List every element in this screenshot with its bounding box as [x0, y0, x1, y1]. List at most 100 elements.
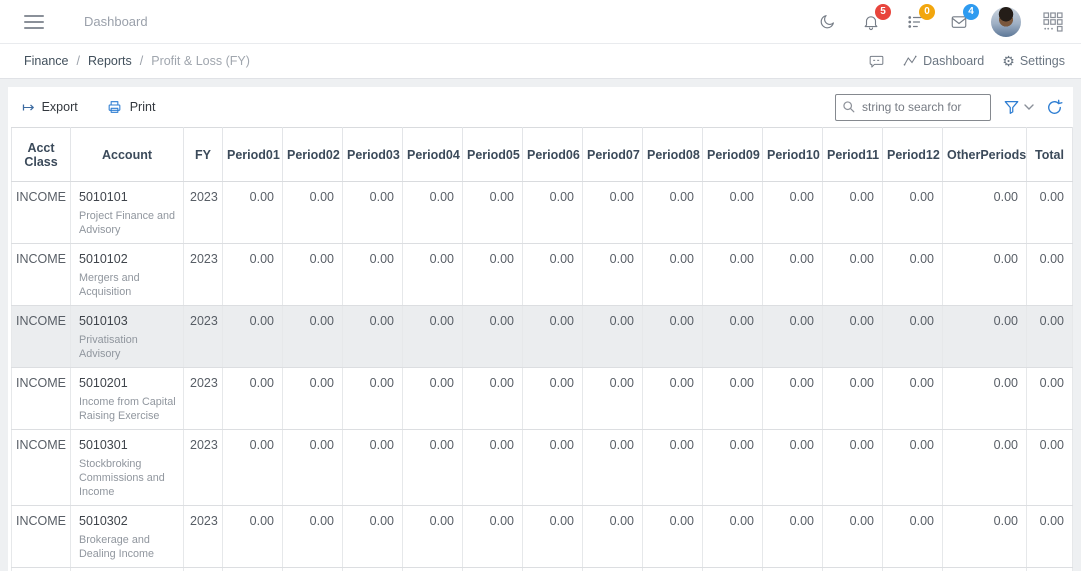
notifications-button[interactable]: 5 — [859, 3, 891, 34]
chevron-down-icon — [1024, 103, 1034, 111]
period09-cell: 0.00 — [702, 567, 763, 571]
account-description: Mergers and Acquisition — [79, 272, 140, 298]
period10-cell: 0.00 — [762, 181, 823, 244]
table-row[interactable]: INCOME 5010103 Privatisation Advisory 20… — [11, 305, 1073, 368]
period10-cell: 0.00 — [762, 367, 823, 430]
column-header[interactable]: Period04 — [402, 127, 463, 182]
period10-cell: 0.00 — [762, 567, 823, 571]
breadcrumb-reports[interactable]: Reports — [87, 54, 132, 68]
column-header[interactable]: FY — [183, 127, 223, 182]
refresh-button[interactable] — [1046, 99, 1063, 116]
table-row[interactable]: INCOME 5010101 Project Finance and Advis… — [11, 181, 1073, 244]
column-header[interactable]: Period08 — [642, 127, 703, 182]
breadcrumb-finance[interactable]: Finance — [24, 54, 69, 68]
dark-mode-toggle[interactable] — [815, 10, 839, 34]
refresh-icon — [1046, 99, 1063, 116]
export-icon: ↦ — [22, 98, 35, 116]
period07-cell: 0.00 — [582, 243, 643, 306]
column-header[interactable]: Period02 — [282, 127, 343, 182]
account-number: 5010102 — [79, 252, 128, 266]
table-row[interactable]: INCOME 5010201 Income from Capital Raisi… — [11, 367, 1073, 430]
fy-cell: 2023 — [183, 567, 223, 571]
period10-cell: 0.00 — [762, 305, 823, 368]
total-cell: 0.00 — [1026, 505, 1073, 568]
search-box — [835, 93, 991, 121]
settings-button[interactable]: ⚙ Settings — [1002, 54, 1065, 68]
acct-class-cell: INCOME — [11, 181, 71, 244]
period05-cell: 0.00 — [462, 367, 523, 430]
column-header[interactable]: Period10 — [762, 127, 823, 182]
search-area — [835, 93, 1063, 121]
tasks-button[interactable]: 0 — [903, 3, 935, 34]
account-number: 5010103 — [79, 314, 128, 328]
total-cell: 0.00 — [1026, 243, 1073, 306]
breadcrumb-actions: Dashboard ⚙ Settings — [868, 53, 1065, 69]
account-cell: 5010103 Privatisation Advisory — [70, 305, 184, 368]
task-list-icon — [906, 13, 924, 31]
mail-button[interactable]: 4 — [947, 3, 979, 34]
mail-icon — [949, 13, 969, 31]
column-header[interactable]: Total — [1026, 127, 1073, 182]
column-header[interactable]: Period05 — [462, 127, 523, 182]
acct-class-cell: INCOME — [11, 305, 71, 368]
table-row[interactable]: INCOME 5010302 Brokerage and Dealing Inc… — [11, 505, 1073, 568]
period06-cell: 0.00 — [522, 505, 583, 568]
other-periods-cell: 0.00 — [942, 567, 1027, 571]
column-header[interactable]: Period06 — [522, 127, 583, 182]
acct-class-cell: INCOME — [11, 567, 71, 571]
period06-cell: 0.00 — [522, 567, 583, 571]
account-description: Project Finance and Advisory — [79, 210, 176, 236]
column-header[interactable]: Account — [70, 127, 184, 182]
fy-cell: 2023 — [183, 367, 223, 430]
column-header[interactable]: Period01 — [222, 127, 283, 182]
table-row[interactable]: INCOME 5010301 Stockbroking Commissions … — [11, 429, 1073, 506]
other-periods-cell: 0.00 — [942, 243, 1027, 306]
column-header[interactable]: Acct Class — [11, 127, 71, 182]
user-avatar[interactable] — [991, 6, 1021, 37]
period01-cell: 0.00 — [222, 181, 283, 244]
period02-cell: 0.00 — [282, 429, 343, 506]
period04-cell: 0.00 — [402, 567, 463, 571]
other-periods-cell: 0.00 — [942, 367, 1027, 430]
period09-cell: 0.00 — [702, 429, 763, 506]
column-header[interactable]: Period11 — [822, 127, 883, 182]
table-row[interactable]: INCOME 5010501 Funds Management Income 2… — [11, 567, 1073, 571]
table-row[interactable]: INCOME 5010102 Mergers and Acquisition 2… — [11, 243, 1073, 306]
dashboard-link[interactable]: Dashboard — [903, 54, 984, 68]
breadcrumb-separator: / — [139, 54, 144, 68]
acct-class-cell: INCOME — [11, 505, 71, 568]
period01-cell: 0.00 — [222, 305, 283, 368]
fy-cell: 2023 — [183, 305, 223, 368]
search-input[interactable] — [862, 100, 984, 114]
account-cell: 5010101 Project Finance and Advisory — [70, 181, 184, 244]
period06-cell: 0.00 — [522, 305, 583, 368]
column-header[interactable]: Period12 — [882, 127, 943, 182]
fy-cell: 2023 — [183, 505, 223, 568]
period12-cell: 0.00 — [882, 567, 943, 571]
period04-cell: 0.00 — [402, 181, 463, 244]
period07-cell: 0.00 — [582, 505, 643, 568]
period11-cell: 0.00 — [822, 567, 883, 571]
account-cell: 5010102 Mergers and Acquisition — [70, 243, 184, 306]
account-number: 5010301 — [79, 438, 128, 452]
total-cell: 0.00 — [1026, 305, 1073, 368]
breadcrumb-bar: Finance / Reports / Profit & Loss (FY) — [0, 44, 1081, 79]
feedback-button[interactable] — [868, 53, 885, 69]
period12-cell: 0.00 — [882, 429, 943, 506]
filter-button[interactable] — [1003, 99, 1034, 115]
column-header[interactable]: Period07 — [582, 127, 643, 182]
menu-icon[interactable] — [24, 14, 44, 29]
period12-cell: 0.00 — [882, 305, 943, 368]
filter-funnel-icon — [1003, 99, 1020, 115]
account-number: 5010101 — [79, 190, 128, 204]
print-button[interactable]: Print — [106, 99, 155, 115]
column-header[interactable]: OtherPeriods — [942, 127, 1027, 182]
export-button[interactable]: ↦ Export — [22, 100, 78, 115]
period04-cell: 0.00 — [402, 305, 463, 368]
breadcrumb-current-page: Profit & Loss (FY) — [151, 54, 250, 68]
column-header[interactable]: Period09 — [702, 127, 763, 182]
apps-button[interactable] — [1041, 10, 1065, 34]
column-header[interactable]: Period03 — [342, 127, 403, 182]
report-panel: ↦ Export Print — [8, 87, 1073, 571]
period11-cell: 0.00 — [822, 181, 883, 244]
